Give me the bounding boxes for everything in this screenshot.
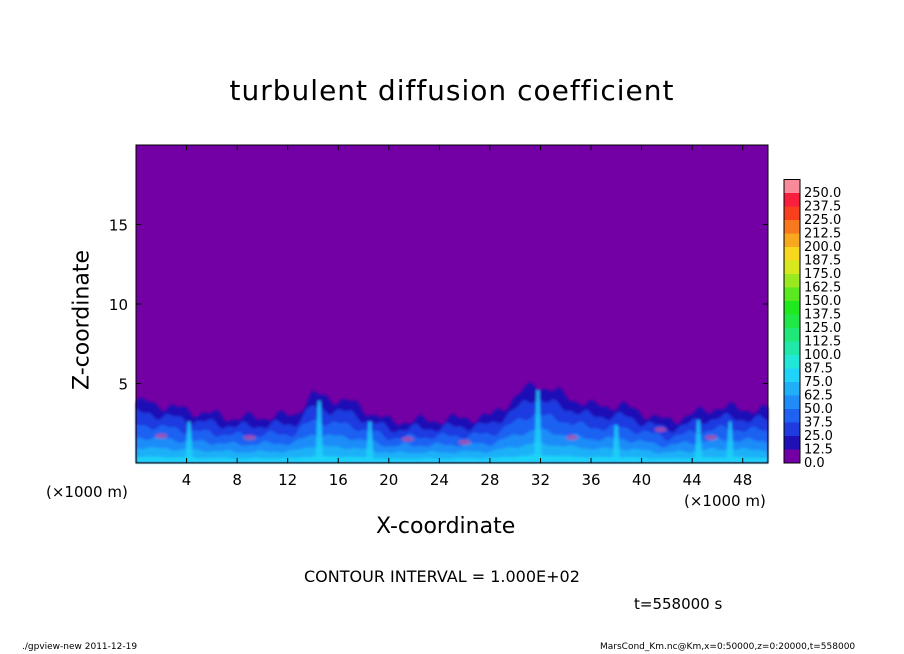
turbulence-patch (401, 436, 414, 442)
contour-interval: CONTOUR INTERVAL = 1.000E+02 (304, 567, 580, 586)
x-tick-label: 36 (581, 471, 600, 489)
turbulence-patch (705, 435, 718, 441)
colorbar-label: 62.5 (804, 389, 833, 404)
colorbar-segment (784, 341, 800, 355)
x-tick-label: 8 (232, 471, 242, 489)
colorbar-label: 50.0 (804, 402, 833, 417)
colorbar-segment (784, 436, 800, 450)
colorbar-label: 112.5 (804, 335, 841, 350)
x-tick-label: 16 (329, 471, 348, 489)
x-axis: 4 8 12 16 20 24 28 32 36 40 44 48 (182, 145, 752, 489)
colorbar-label: 200.0 (804, 240, 841, 255)
colorbar-label: 75.0 (804, 375, 833, 390)
x-tick-label: 28 (480, 471, 499, 489)
colorbar-segment (784, 328, 800, 342)
colorbar-label: 187.5 (804, 254, 841, 269)
plume-core (315, 400, 324, 463)
colorbar-segment (784, 274, 800, 288)
colorbar-label: 162.5 (804, 281, 841, 296)
x-tick-label: 12 (278, 471, 297, 489)
x-tick-label: 4 (182, 471, 192, 489)
x-tick-label: 48 (733, 471, 752, 489)
footer-command: ./gpview-new 2011-12-19 (22, 642, 138, 652)
plot-background (136, 145, 768, 463)
plume-core (726, 421, 735, 463)
colorbar-label: 250.0 (804, 186, 841, 201)
plume-core (694, 420, 703, 463)
colorbar-label: 150.0 (804, 294, 841, 309)
colorbar-segment (784, 314, 800, 328)
turbulence-band (136, 454, 768, 463)
colorbar-label: 12.5 (804, 443, 833, 458)
colorbar-label: 237.5 (804, 200, 841, 215)
x-tick-label: 40 (632, 471, 651, 489)
colorbar-segment (784, 409, 800, 423)
y-tick-label: 5 (118, 376, 128, 394)
footer-source: MarsCond_Km.nc@Km,x=0:50000,z=0:20000,t=… (600, 642, 856, 652)
y-tick-label: 10 (109, 296, 128, 314)
colorbar-segment (784, 449, 800, 463)
plume-core (365, 421, 374, 463)
x-tick-label: 24 (430, 471, 449, 489)
colorbar-segment (784, 233, 800, 247)
colorbar-segment (784, 301, 800, 315)
x-axis-label: X-coordinate (376, 514, 516, 539)
colorbar-label: 225.0 (804, 213, 841, 228)
colorbar-label: 125.0 (804, 321, 841, 336)
colorbar-label: 100.0 (804, 348, 841, 363)
colorbar-segment (784, 220, 800, 234)
plume-core (612, 424, 621, 463)
colorbar-label: 0.0 (804, 456, 825, 471)
y-tick-label: 15 (109, 217, 128, 235)
colorbar-segment (784, 382, 800, 396)
turbulence-patch (458, 439, 471, 445)
turbulence-patch (155, 433, 168, 439)
colorbar-label: 37.5 (804, 416, 833, 431)
y-axis: 5 10 15 (109, 217, 768, 394)
colorbar-label: 137.5 (804, 308, 841, 323)
colorbar-label: 25.0 (804, 429, 833, 444)
colorbar-label: 212.5 (804, 227, 841, 242)
colorbar: 0.012.525.037.550.062.575.087.5100.0112.… (783, 179, 841, 471)
x-axis-unit: (×1000 m) (684, 492, 766, 510)
plume-core (185, 421, 194, 463)
colorbar-segment (784, 287, 800, 301)
colorbar-segment (784, 395, 800, 409)
colorbar-segment (784, 193, 800, 207)
turbulence-patch (243, 435, 256, 441)
x-tick-label: 20 (379, 471, 398, 489)
time-label: t=558000 s (634, 595, 723, 613)
plume-core (533, 389, 542, 463)
colorbar-segment (784, 368, 800, 382)
turbulence-patch (566, 435, 579, 441)
colorbar-segment (784, 206, 800, 220)
colorbar-segment (784, 260, 800, 274)
turbulence-field (136, 382, 768, 463)
colorbar-segment (784, 355, 800, 369)
colorbar-segment (784, 247, 800, 261)
chart-title: turbulent diffusion coefficient (229, 74, 675, 107)
y-axis-unit: (×1000 m) (46, 483, 128, 501)
colorbar-frame (783, 179, 801, 464)
y-axis-label: Z-coordinate (69, 250, 95, 390)
colorbar-label: 175.0 (804, 267, 841, 282)
x-tick-label: 32 (531, 471, 550, 489)
colorbar-label: 87.5 (804, 362, 833, 377)
turbulence-patch (654, 427, 667, 433)
colorbar-segment (784, 179, 800, 193)
x-tick-label: 44 (683, 471, 702, 489)
colorbar-segment (784, 422, 800, 436)
